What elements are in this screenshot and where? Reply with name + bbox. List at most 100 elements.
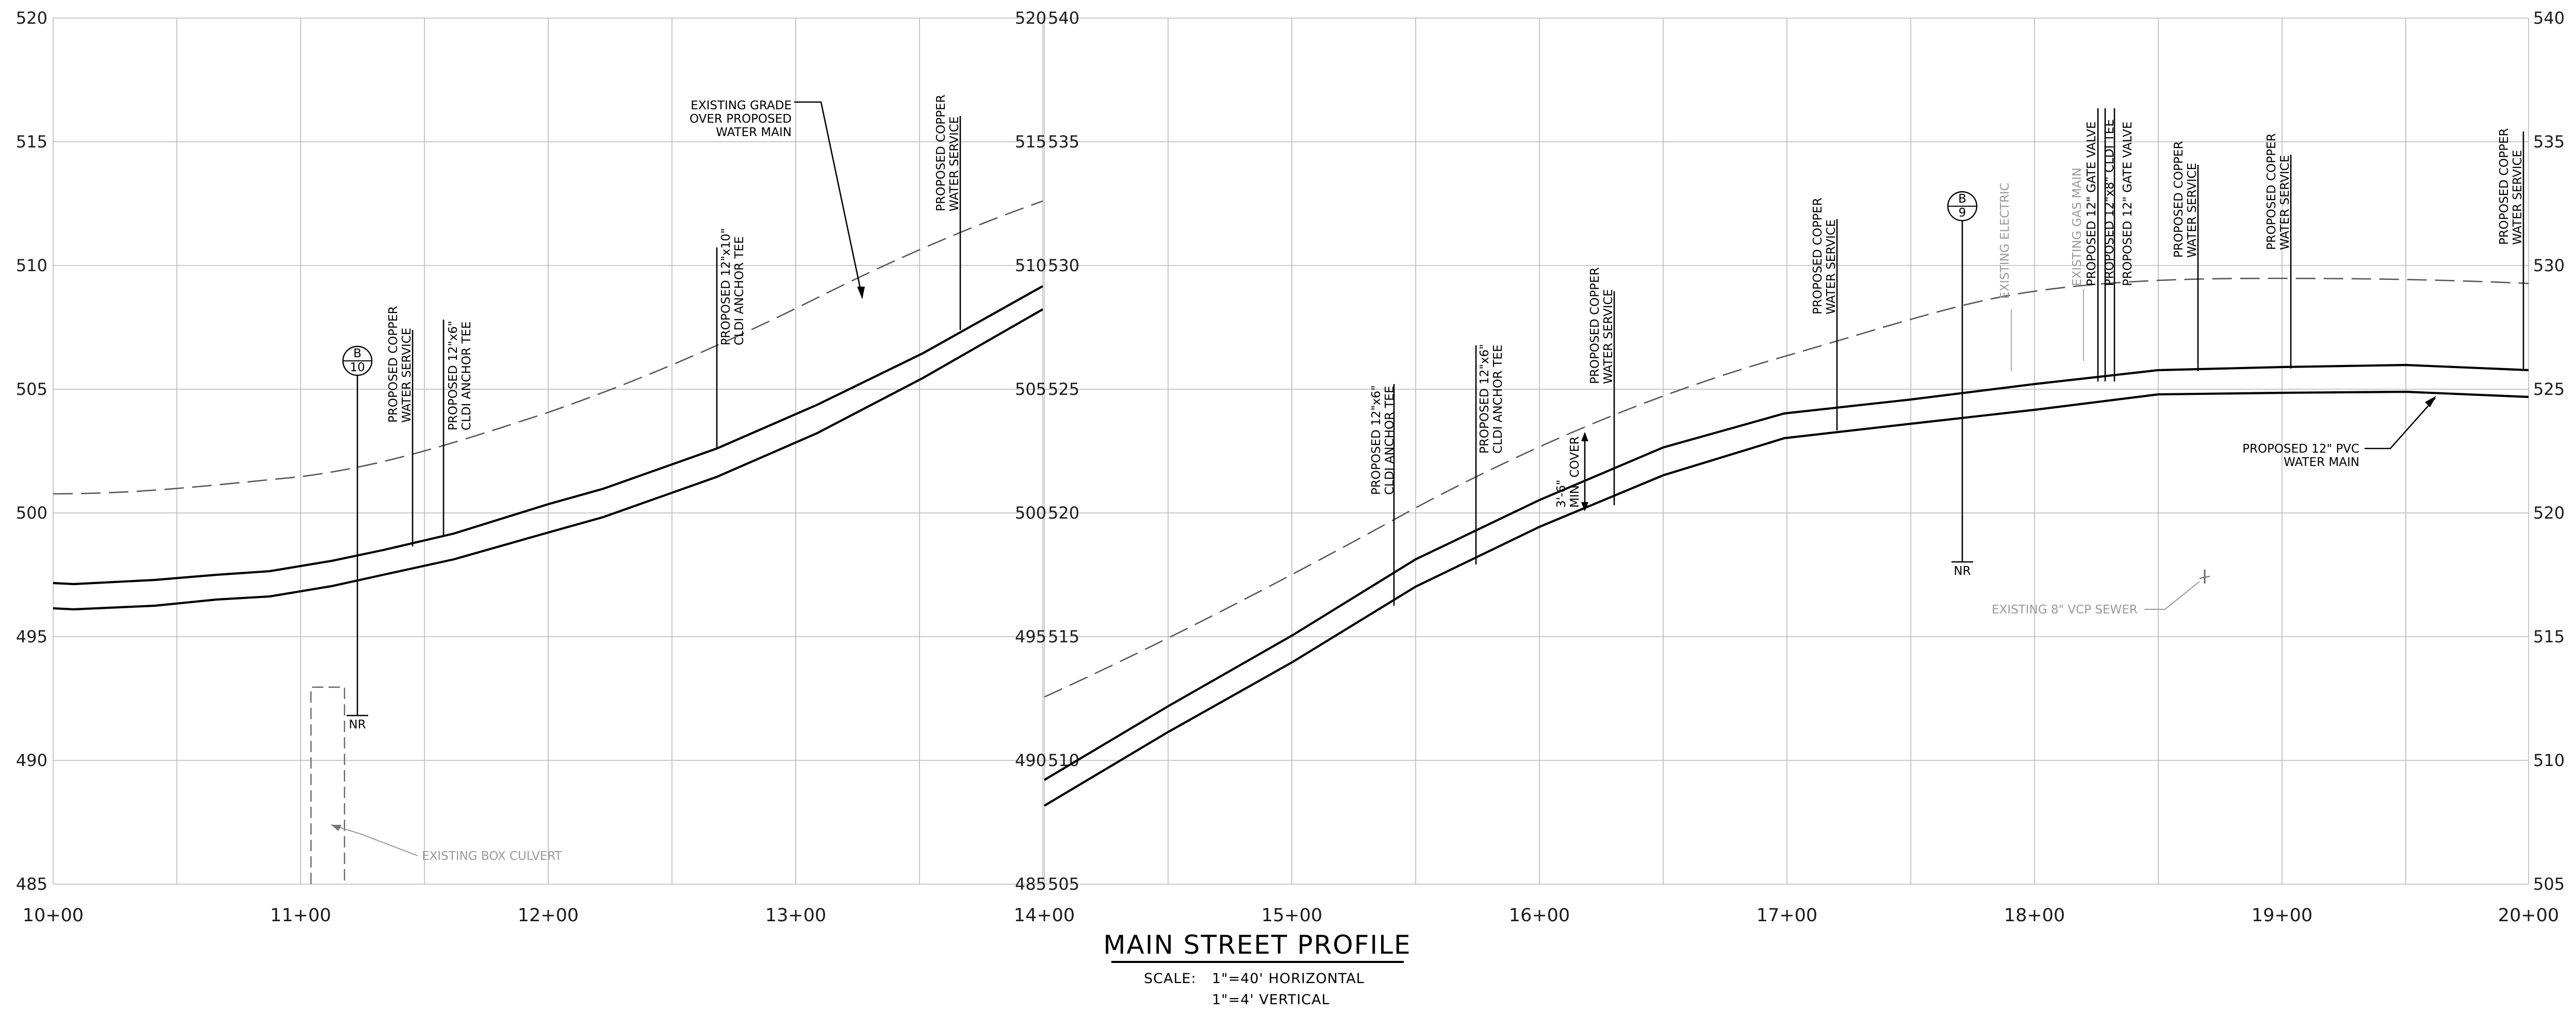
elev-label: 485 — [16, 874, 47, 894]
nr-label: NR — [349, 718, 366, 732]
min-cover-callout: 3'-6" MIN. COVER — [1555, 432, 1588, 511]
boring-label: 10 — [350, 361, 365, 374]
anchor-tee-callout-4: PROPOSED 12"x6" CLDI ANCHOR TEE — [1475, 344, 1505, 564]
elev-label: 520 — [1048, 503, 1079, 523]
copper-service-callout-4: PROPOSED COPPER WATER SERVICE — [1811, 197, 1838, 430]
gate-valve-2-label: PROPOSED 12" GATE VALVE — [2121, 122, 2135, 286]
water-main-bottom-left — [53, 308, 1044, 611]
copper-service-callout-2: PROPOSED COPPER WATER SERVICE — [934, 94, 961, 330]
elev-label: 500 — [16, 503, 47, 523]
station-labels: 10+00 11+00 12+00 13+00 14+00 15+00 16+0… — [23, 905, 2559, 926]
elev-label: 515 — [1015, 132, 1046, 152]
note-line: PROPOSED 12"x10" — [719, 228, 733, 345]
water-main-top-left — [53, 285, 1044, 586]
elev-label: 520 — [2533, 503, 2565, 523]
valve-tee-cluster: PROPOSED 12" GATE VALVE PROPOSED 12"x8" … — [2085, 108, 2135, 381]
elev-label: 540 — [2533, 8, 2565, 28]
scale-vertical: 1"=4' VERTICAL — [1212, 992, 1330, 1008]
elev-label: 495 — [16, 627, 47, 646]
elev-label: 515 — [16, 132, 47, 152]
station-label: 17+00 — [1757, 905, 1817, 926]
vcp-sewer-callout: EXISTING 8" VCP SEWER — [1992, 570, 2210, 617]
note-line: PROPOSED COPPER — [387, 306, 400, 423]
pvc-main-callout: PROPOSED 12" PVC WATER MAIN — [2242, 396, 2436, 469]
water-main-bottom-right — [1043, 390, 2529, 807]
elev-label: 520 — [16, 8, 47, 28]
elev-label: 490 — [1015, 751, 1046, 770]
station-label: 11+00 — [270, 905, 331, 926]
anchor-tee-callout-3: PROPOSED 12"x6" CLDI ANCHOR TEE — [1370, 384, 1397, 606]
elev-label: 535 — [2533, 132, 2565, 152]
water-main-top-right — [1043, 363, 2529, 781]
note-line: 3'-6" — [1555, 480, 1568, 508]
elev-label: 530 — [1048, 256, 1079, 275]
elev-label: 540 — [1048, 8, 1079, 28]
box-culvert-label: EXISTING BOX CULVERT — [422, 850, 563, 863]
existing-gas-callout: EXISTING GAS MAIN — [2071, 168, 2084, 361]
note-line: PROPOSED COPPER — [934, 94, 948, 211]
elev-label: 520 — [1015, 8, 1046, 28]
station-label: 14+00 — [1014, 905, 1075, 926]
note-line: PROPOSED COPPER — [1588, 267, 1602, 384]
elev-label: 515 — [1048, 627, 1079, 646]
note-line: WATER SERVICE — [400, 328, 414, 423]
elev-label: 505 — [1015, 379, 1046, 399]
station-label: 20+00 — [2498, 905, 2559, 926]
elev-label: 500 — [1015, 503, 1046, 523]
right-panel-grid — [1044, 18, 2529, 885]
station-label: 15+00 — [1261, 905, 1322, 926]
right-panel-elevation-labels-left: 540 535 530 525 520 515 510 505 — [1048, 8, 1079, 894]
note-line: EXISTING ELECTRIC — [1998, 182, 2012, 299]
copper-service-callout-1: PROPOSED COPPER WATER SERVICE — [387, 306, 414, 546]
scale-horizontal: 1"=40' HORIZONTAL — [1212, 971, 1365, 987]
right-panel-elevation-labels-right: 540 535 530 525 520 515 510 505 — [2533, 8, 2565, 894]
copper-service-callout-7: PROPOSED COPPER WATER SERVICE — [2498, 128, 2524, 369]
existing-grade-callout: EXISTING GRADE OVER PROPOSED WATER MAIN — [690, 99, 865, 299]
station-label: 16+00 — [1509, 905, 1570, 926]
existing-electric-callout: EXISTING ELECTRIC — [1998, 182, 2012, 371]
title-block: MAIN STREET PROFILE SCALE: 1"=40' HORIZO… — [1103, 930, 1411, 1008]
elev-label: 490 — [16, 751, 47, 770]
note-line: MIN. COVER — [1568, 437, 1582, 508]
elev-label: 510 — [2533, 751, 2565, 770]
note-line: PROPOSED COPPER — [1811, 197, 1825, 314]
station-label: 18+00 — [2004, 905, 2065, 926]
note-line: WATER SERVICE — [948, 117, 961, 211]
boring-label: B — [1958, 192, 1966, 206]
note-line: WATER SERVICE — [2511, 150, 2524, 245]
note-line: CLDI ANCHOR TEE — [1383, 386, 1397, 495]
anchor-tee-callout-1: PROPOSED 12"x6" CLDI ANCHOR TEE — [442, 320, 473, 536]
elev-label: 525 — [2533, 379, 2565, 399]
boring-b9: B 9 NR — [1947, 191, 1978, 578]
boring-b10: B 10 NR — [342, 345, 373, 732]
vcp-sewer-label: EXISTING 8" VCP SEWER — [1992, 603, 2138, 617]
elev-label: 495 — [1015, 627, 1046, 646]
scale-prefix: SCALE: — [1144, 971, 1196, 987]
note-line: CLDI ANCHOR TEE — [1491, 345, 1505, 454]
copper-service-callout-6: PROPOSED COPPER WATER SERVICE — [2265, 133, 2292, 369]
note-line: CLDI ANCHOR TEE — [733, 237, 746, 345]
note-line: PROPOSED 12"x6" — [447, 321, 460, 430]
page-title: MAIN STREET PROFILE — [1103, 930, 1411, 960]
elev-label: 505 — [16, 379, 47, 399]
note-line: CLDI ANCHOR TEE — [460, 322, 473, 430]
boring-label: 9 — [1959, 206, 1966, 220]
station-label: 10+00 — [23, 905, 84, 926]
note-line: WATER SERVICE — [2278, 155, 2292, 250]
gate-valve-1-label: PROPOSED 12" GATE VALVE — [2085, 122, 2098, 286]
existing-grade-right — [1044, 277, 2529, 698]
copper-service-callout-3: PROPOSED COPPER WATER SERVICE — [1588, 267, 1615, 505]
station-label: 12+00 — [518, 905, 579, 926]
boring-label: B — [353, 347, 362, 360]
note-line: PROPOSED 12"x6" — [1478, 344, 1491, 454]
nr-label: NR — [1954, 564, 1971, 578]
station-label: 13+00 — [765, 905, 826, 926]
elev-label: 515 — [2533, 627, 2565, 646]
elev-label: 485 — [1015, 874, 1046, 894]
note-line: WATER MAIN — [2284, 456, 2359, 469]
note-line: WATER MAIN — [716, 126, 792, 139]
elev-label: 535 — [1048, 132, 1079, 152]
note-line: PROPOSED 12" PVC — [2242, 442, 2359, 456]
elev-label: 510 — [1015, 256, 1046, 275]
